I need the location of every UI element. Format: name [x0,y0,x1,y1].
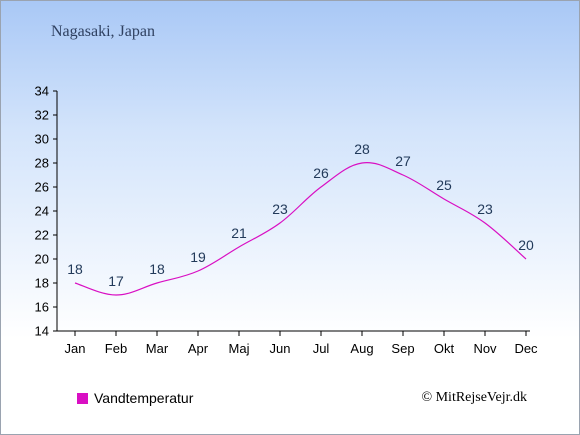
y-tick-label: 28 [35,156,49,171]
x-tick-label: Feb [105,341,127,356]
data-label: 19 [190,249,206,265]
data-label: 27 [395,153,411,169]
data-label: 26 [313,165,329,181]
x-tick-label: Mar [146,341,169,356]
x-tick-label: Aug [350,341,373,356]
x-tick-label: Sep [391,341,414,356]
x-tick-label: Dec [514,341,538,356]
data-label: 18 [149,261,165,277]
x-tick-label: Nov [473,341,497,356]
series-line [74,162,527,296]
x-tick-label: Apr [188,341,209,356]
y-tick-label: 26 [35,180,49,195]
y-tick-label: 32 [35,108,49,123]
y-tick-label: 34 [35,84,49,99]
y-tick-label: 20 [35,252,49,267]
x-tick-label: Jan [65,341,86,356]
x-tick-label: Jul [313,341,330,356]
credit-link[interactable]: © MitRejseVejr.dk [421,390,527,405]
x-tick-label: Jun [270,341,291,356]
legend-swatch [77,392,88,404]
legend: Vandtemperatur [77,390,193,406]
data-label: 20 [518,237,534,253]
data-label: 21 [231,225,247,241]
data-label: 25 [436,177,452,193]
y-tick-label: 24 [35,204,49,219]
chart-location-title: Nagasaki, Japan [51,23,155,40]
data-label: 28 [354,141,370,157]
y-tick-label: 18 [35,276,49,291]
legend-label: Vandtemperatur [94,390,194,406]
x-tick-label: Okt [434,341,455,356]
y-tick-label: 16 [35,300,49,315]
data-label: 17 [108,273,124,289]
data-label: 23 [272,201,288,217]
data-label: 23 [477,201,493,217]
data-label: 18 [67,261,83,277]
y-tick-label: 14 [35,324,49,339]
x-tick-label: Maj [229,341,250,356]
y-tick-label: 30 [35,132,49,147]
y-tick-label: 22 [35,228,49,243]
